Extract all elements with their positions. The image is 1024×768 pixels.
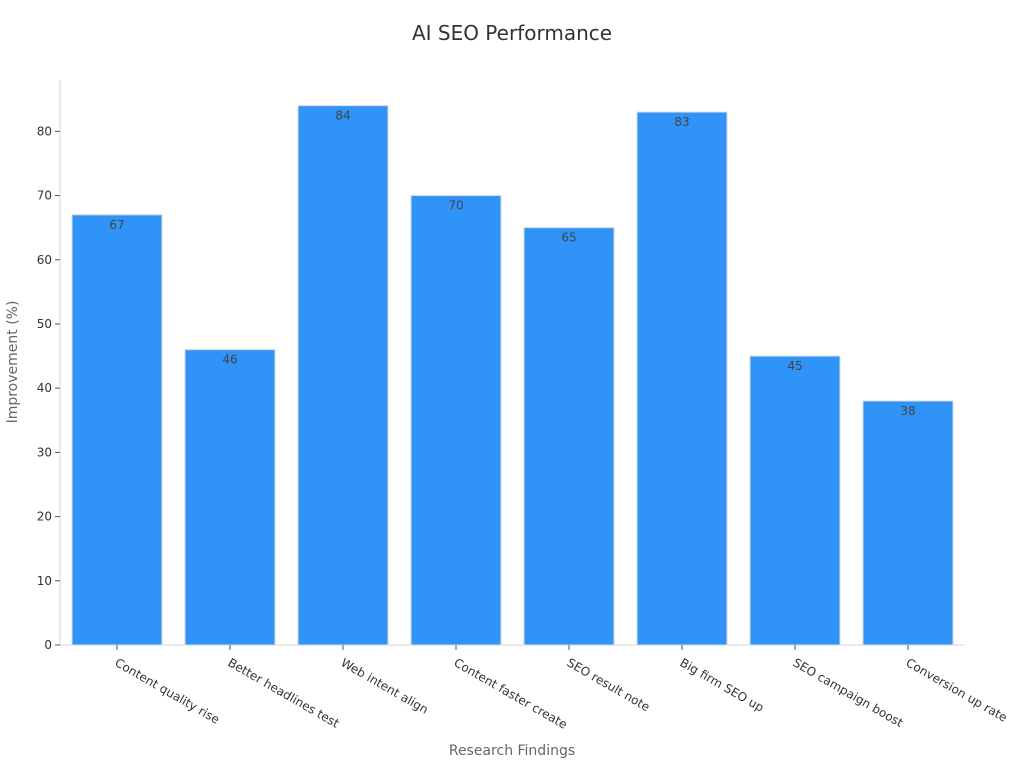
x-tick-label-7: Conversion up rate	[904, 655, 1010, 724]
y-tick-label-4: 40	[37, 381, 52, 395]
data-label-6: 45	[787, 359, 802, 373]
x-tick-label-5: Big firm SEO up	[678, 655, 767, 714]
data-label-5: 83	[674, 115, 689, 129]
data-label-1: 46	[222, 353, 237, 367]
y-tick-label-1: 10	[37, 574, 52, 588]
y-tick-label-7: 70	[37, 189, 52, 203]
bar-5	[636, 111, 728, 646]
x-tick-label-6: SEO campaign boost	[791, 655, 906, 730]
y-axis-label: Improvement (%)	[5, 301, 21, 424]
x-tick-label-2: Web intent align	[339, 655, 431, 716]
data-labels: 67 46 84 70 65 83 45 38	[109, 109, 915, 418]
bar-4	[523, 227, 615, 646]
y-tick-label-8: 80	[37, 124, 52, 138]
x-tick-label-0: Content quality rise	[113, 655, 222, 726]
x-tick-label-4: SEO result note	[565, 655, 653, 714]
x-tick-label-1: Better headlines test	[226, 655, 342, 730]
y-tick-label-6: 60	[37, 253, 52, 267]
x-axis-label: Research Findings	[449, 743, 575, 759]
bar-7	[862, 400, 954, 646]
data-label-2: 84	[335, 109, 350, 123]
data-label-3: 70	[448, 199, 463, 213]
y-tick-label-2: 20	[37, 510, 52, 524]
bar-0	[71, 214, 163, 646]
y-tick-label-3: 30	[37, 445, 52, 459]
data-label-4: 65	[561, 231, 576, 245]
data-label-7: 38	[900, 404, 915, 418]
plot-area: 0 10 20 30 40 50 60 70 80 67 46 84 70 65 83 45 38 Conte…	[37, 80, 1010, 732]
bar-1	[184, 349, 276, 646]
x-axis-ticks: Content quality rise Better headlines tes…	[113, 645, 1010, 732]
bar-3	[410, 195, 502, 646]
bar-2	[297, 105, 389, 646]
chart-title: AI SEO Performance	[412, 21, 612, 45]
y-axis-ticks: 0 10 20 30 40 50 60 70 80	[37, 124, 60, 652]
bar-6	[749, 355, 841, 646]
bars	[71, 105, 954, 646]
y-tick-label-5: 50	[37, 317, 52, 331]
data-label-0: 67	[109, 218, 124, 232]
x-tick-label-3: Content faster create	[452, 655, 570, 731]
y-tick-label-0: 0	[44, 638, 52, 652]
